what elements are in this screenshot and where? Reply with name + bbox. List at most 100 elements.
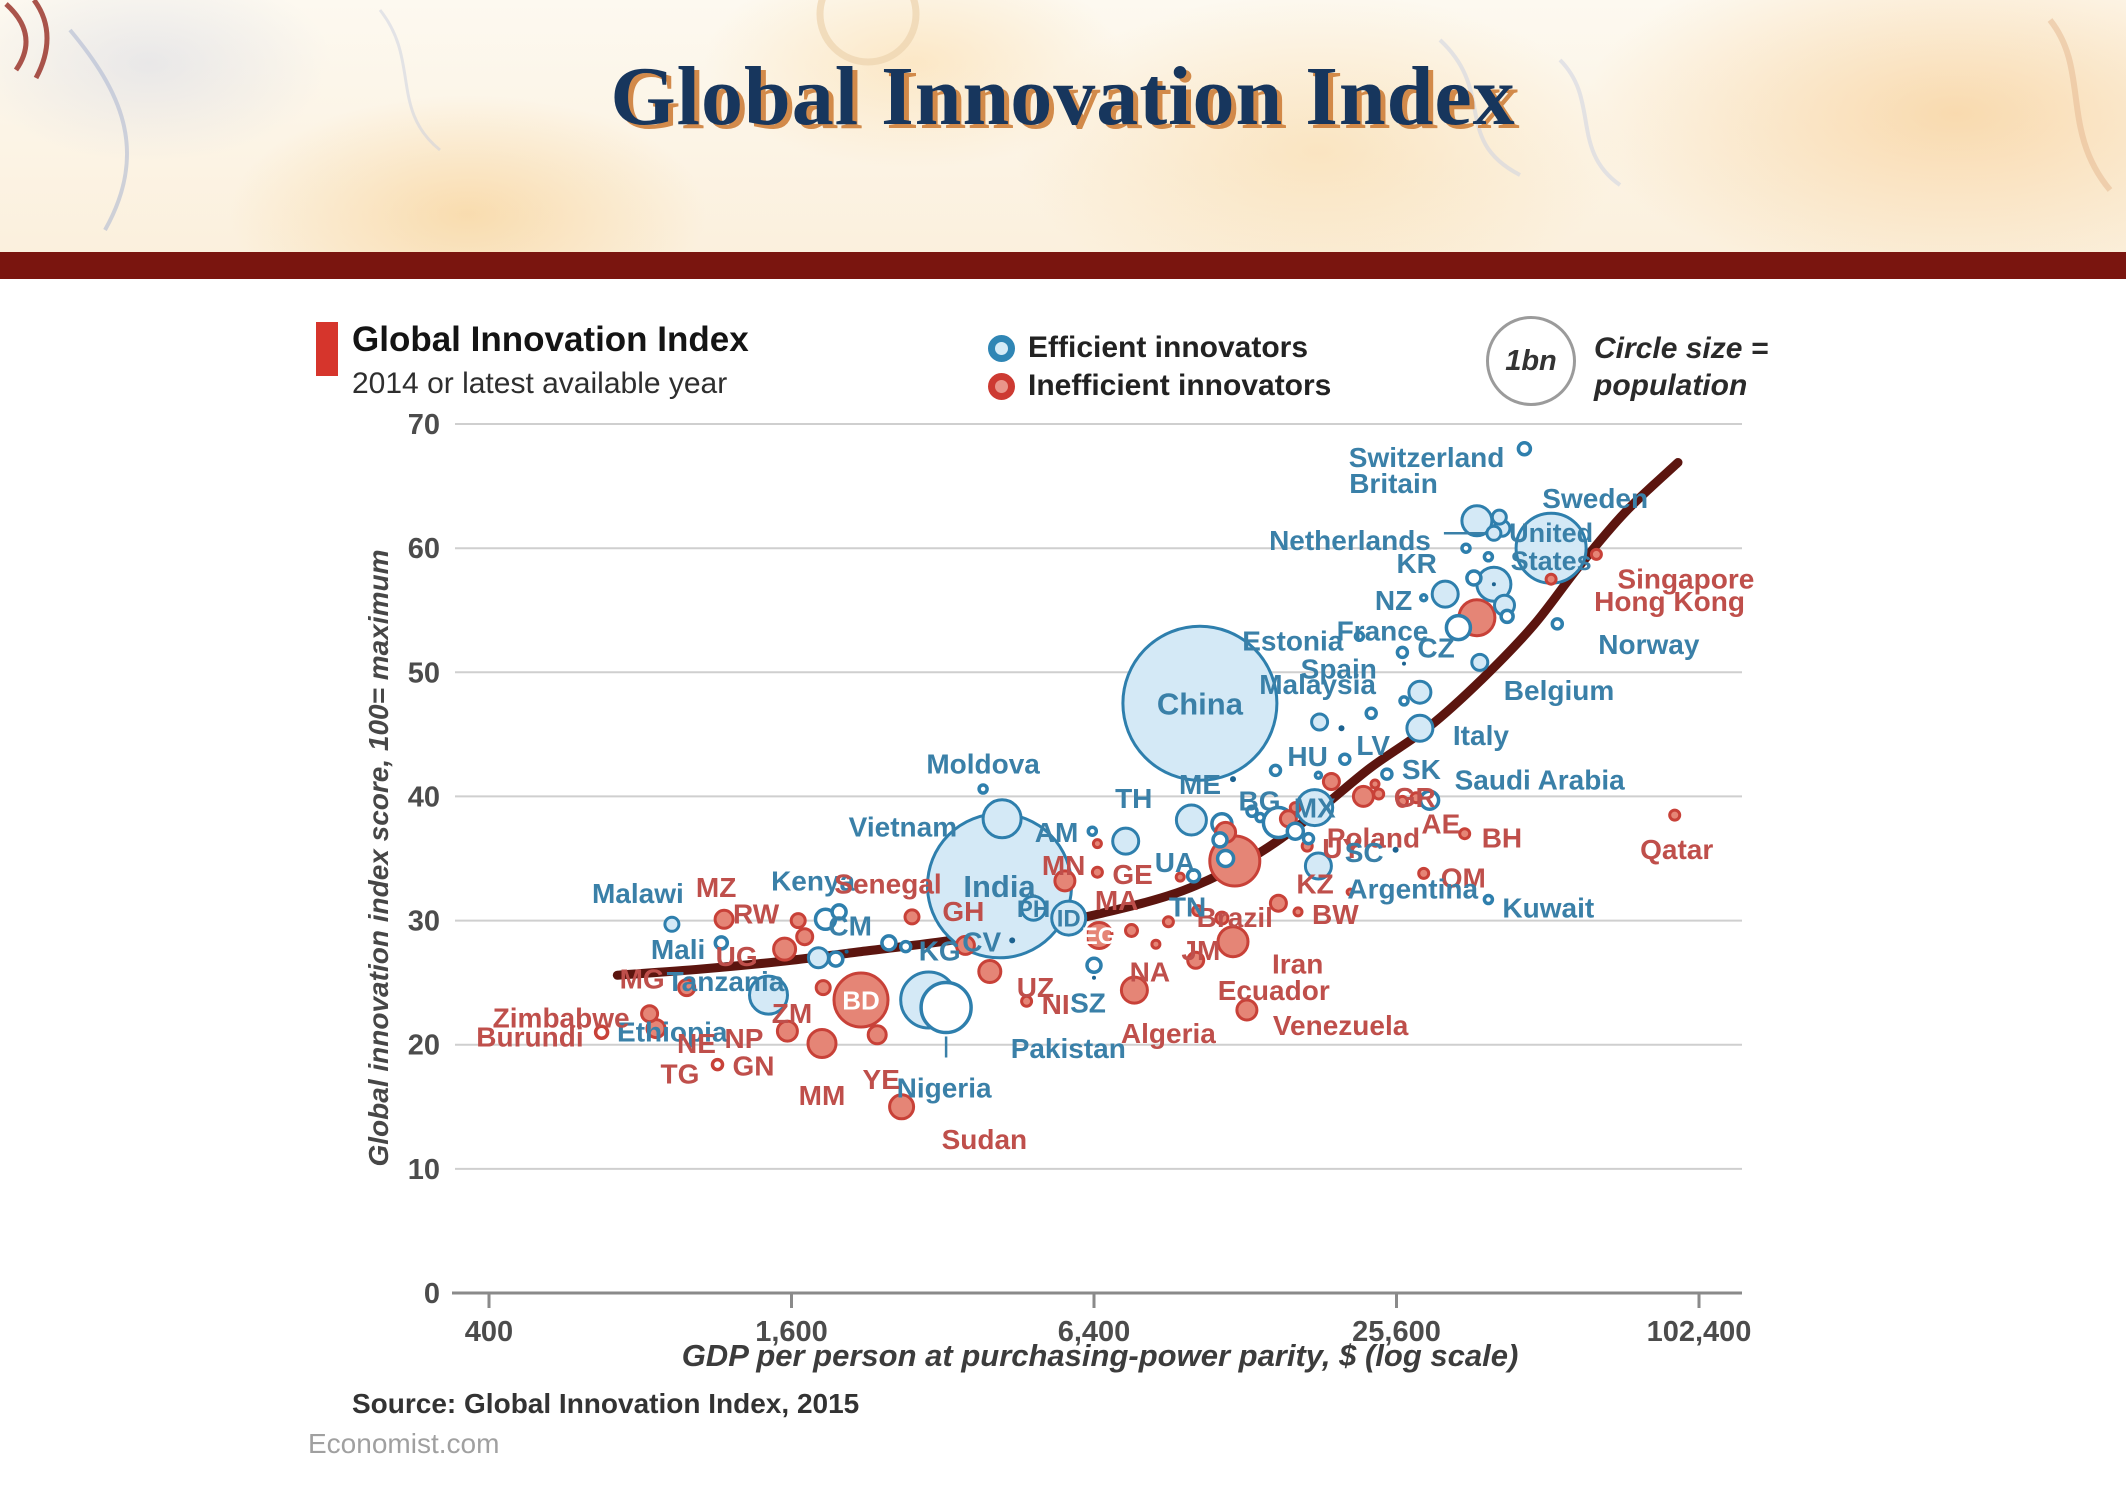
bubble-saudi-arabia-label: Saudi Arabia [1455,765,1626,796]
bubble-iran [1216,925,1250,959]
x-tick-label-25600: 25,600 [1352,1316,1441,1348]
bubble-switzerland-label: Switzerland [1349,442,1505,473]
bubble-malaysia [1310,712,1330,732]
bubble-switzerland [1516,441,1533,457]
bubble-id-label: ID [1057,906,1081,933]
bubble [1254,811,1266,824]
bubble-ecuador [1186,950,1206,970]
bubble-zimbabwe [640,1004,660,1024]
bubble-tanzania [806,946,830,970]
bubble-ecuador-label: Ecuador [1218,975,1330,1006]
bubble-ni-label: NI [1042,989,1070,1020]
bubble [1402,661,1406,666]
bubble-nz-label: NZ [1375,585,1412,616]
bubble-venezuela-label: Venezuela [1273,1010,1409,1041]
bubble-kz-label: KZ [1296,868,1333,899]
bubble-gh-label: GH [942,896,984,927]
bubble-rw [789,912,807,930]
y-tick-label-0: 0 [424,1278,440,1310]
bubble-cv-label: CV [962,926,1001,957]
bubble-mali [713,935,730,951]
y-tick-label-50: 50 [408,657,440,689]
bubble-ge [1090,865,1104,879]
size-note-line1: Circle size = [1594,332,1769,365]
bubble-zm-label: ZM [772,998,812,1029]
bubble [1398,695,1410,707]
bubble [1313,770,1324,781]
bubble-brazil-label: Brazil [1197,902,1273,933]
bubble [1092,975,1096,980]
bubble-ug [772,936,798,962]
bubble-sweden [1490,508,1508,526]
bubble-tanzania-label: Tanzania [667,966,785,997]
bubble-italy [1405,713,1435,743]
inefficient-dot-icon [988,372,1015,400]
bubble-malawi-label: Malawi [592,878,684,909]
bubble-jm [1161,915,1175,929]
bubble [1245,804,1259,819]
bubble-kuwait-label: Kuwait [1502,892,1594,923]
bubble-china-label: China [1157,687,1244,722]
bubble-estonia [1353,630,1366,643]
bubble-ethiopia-label: Ethiopia [617,1016,728,1047]
bubble [1321,772,1341,791]
chart-subtitle: 2014 or latest available year [352,367,728,400]
bubble-gn-label: GN [733,1051,775,1082]
bubble-rw-label: RW [733,899,780,930]
bubble-np [775,1019,799,1043]
bubble-united-states-label: United States [1509,518,1593,576]
bubble-sz [1085,956,1103,975]
y-tick-label-40: 40 [408,781,440,813]
bubble-th [1174,803,1208,837]
bubble-ug-label: UG [716,941,758,972]
warm-stroke-right [2047,18,2113,192]
bubble [1345,887,1355,897]
bubble-th-label: TH [1115,783,1152,814]
bubble-sk [1380,767,1394,781]
bubble-sudan [888,1093,916,1121]
bubble-qatar-label: Qatar [1640,834,1713,865]
bubble [1301,831,1316,846]
y-tick-label-20: 20 [408,1030,440,1062]
bubble-ethiopia [748,974,789,1016]
bubble-sudan-label: Sudan [942,1124,1028,1155]
bubble-nigeria-label: Nigeria [897,1072,992,1103]
legend-item-inefficient: Inefficient innovators [988,369,1331,403]
bubble-hong-kong [1544,572,1558,586]
y-axis-title: Global innovation index score, 100= maxi… [363,550,394,1167]
bubble [1288,801,1302,815]
bubble-mg [677,978,697,998]
bubble-eg [1084,921,1114,950]
slide-title: Global Innovation Index [610,50,1516,143]
bubble-mali-label: Mali [651,934,705,965]
bubble-cm [880,934,898,952]
corner-script-mark [4,0,50,80]
bubble-kr-label: KR [1396,548,1436,579]
bubble-uz-label: UZ [1017,972,1054,1003]
bubble-sweden-label: Sweden [1542,483,1648,514]
bubble-iran-label: Iran [1272,949,1323,980]
bubble-mm-label: MM [799,1080,846,1111]
bubble-gn [710,1057,725,1072]
bubble-senegal-label: Senegal [834,869,941,900]
x-tick-label-400: 400 [465,1316,513,1348]
bubble-vietnam [981,798,1023,840]
bubble [1215,848,1236,869]
bubble-na [1150,938,1162,950]
bubble-belgium-label: Belgium [1504,675,1614,706]
bubble-ae-label: AE [1421,808,1460,839]
bubble-france [1444,613,1473,642]
x-tick-label-6400: 6,400 [1058,1316,1131,1348]
bubble-am [1086,825,1099,837]
bubble-ni [1020,994,1034,1008]
background-decoration [4,0,2113,231]
bubble-spain [1407,679,1433,705]
bubble [1124,923,1139,938]
bubble-nigeria [919,980,973,1035]
size-legend-note: Circle size = population [1594,330,1768,404]
bubble-ma-label: MA [1095,885,1139,916]
bubble-singapore [1589,547,1603,561]
bubble [1409,791,1423,805]
